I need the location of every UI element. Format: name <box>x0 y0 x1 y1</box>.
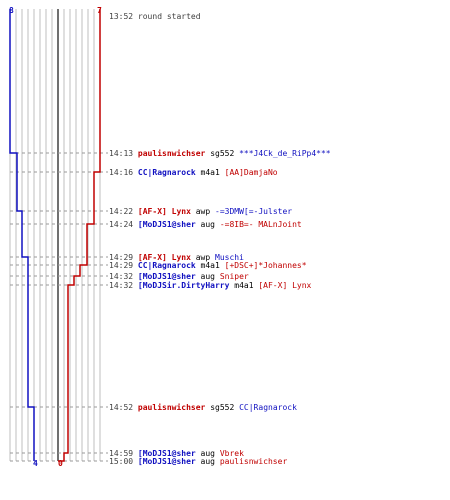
event-victim: [AF-X] Lynx <box>258 281 312 290</box>
event-time: 14:32 <box>109 281 134 290</box>
event-weapon: m4a1 <box>200 168 220 177</box>
event-time: 14:59 <box>109 449 134 458</box>
event-killer: [MoDJS1@sher <box>137 457 196 466</box>
event-weapon: awp <box>195 207 211 216</box>
event-victim: ***J4Ck_de_RiPp4*** <box>239 149 331 158</box>
event-row: 14:59 [MoDJS1@sher aug Vbrek <box>109 449 244 458</box>
event-time: 14:16 <box>109 168 134 177</box>
event-weapon: awp <box>195 253 211 262</box>
event-row: 14:29 CC|Ragnarock m4a1 [+DSC+]*Johannes… <box>109 261 307 270</box>
event-time: 14:29 <box>109 253 134 262</box>
event-row: 14:16 CC|Ragnarock m4a1 [AA]DamjaNo <box>109 168 278 177</box>
event-weapon: aug <box>200 457 215 466</box>
event-victim: paulisnwichser <box>219 457 288 466</box>
event-row: 15:00 [MoDJS1@sher aug paulisnwichser <box>109 457 287 466</box>
event-victim: Sniper <box>219 272 249 281</box>
event-weapon: m4a1 <box>234 281 254 290</box>
event-victim: [AA]DamjaNo <box>224 168 278 177</box>
event-killer: [MoDJS1@sher <box>137 220 196 229</box>
event-row: 14:24 [MoDJS1@sher aug -=8IB=- MALnJoint <box>109 220 302 229</box>
event-row: 14:29 [AF-X] Lynx awp Muschi <box>109 253 244 262</box>
event-victim: Muschi <box>215 253 244 262</box>
event-weapon: aug <box>200 449 215 458</box>
score-blue-start: 8 <box>9 6 14 15</box>
event-killer: [AF-X] Lynx <box>137 253 191 262</box>
event-time: 14:52 <box>109 403 134 412</box>
event-killer: [MoDJS1@sher <box>137 449 196 458</box>
event-weapon: sg552 <box>210 403 235 412</box>
red-team-line <box>58 9 101 462</box>
event-killer: CC|Ragnarock <box>137 168 196 177</box>
score-blue-end: 4 <box>33 459 38 468</box>
event-row: 14:13 paulisnwichser sg552 ***J4Ck_de_Ri… <box>109 149 331 158</box>
event-victim: -=8IB=- MALnJoint <box>219 220 302 229</box>
event-victim: [+DSC+]*Johannes* <box>224 261 307 270</box>
event-victim: -=3DMW[=-Julster <box>215 207 293 216</box>
event-weapon: sg552 <box>210 149 235 158</box>
event-killer: [MoDJS1@sher <box>137 272 196 281</box>
event-killer: CC|Ragnarock <box>137 261 196 270</box>
event-weapon: aug <box>200 272 215 281</box>
event-killer: [MoDJSir.DirtyHarry <box>137 281 230 290</box>
event-row: 14:32 [MoDJSir.DirtyHarry m4a1 [AF-X] Ly… <box>109 281 311 290</box>
event-killer: [AF-X] Lynx <box>137 207 191 216</box>
event-time: 15:00 <box>109 457 134 466</box>
event-row: 14:32 [MoDJS1@sher aug Sniper <box>109 272 249 281</box>
event-victim: CC|Ragnarock <box>239 403 297 412</box>
event-time: 14:29 <box>109 261 134 270</box>
event-killer: paulisnwichser <box>137 403 206 412</box>
event-killer: paulisnwichser <box>137 149 206 158</box>
event-row: 14:52 paulisnwichser sg552 CC|Ragnarock <box>109 403 297 412</box>
event-victim: Vbrek <box>219 449 244 458</box>
event-row: 13:52 round started <box>109 12 201 21</box>
event-time: 13:52 <box>109 12 134 21</box>
event-time: 14:24 <box>109 220 134 229</box>
event-row: 14:22 [AF-X] Lynx awp -=3DMW[=-Julster <box>109 207 292 216</box>
event-weapon: aug <box>200 220 215 229</box>
score-red-end: 0 <box>58 459 63 468</box>
blue-team-line <box>9 9 35 461</box>
event-weapon: m4a1 <box>200 261 220 270</box>
event-time: 14:13 <box>109 149 134 158</box>
score-red-start: 7 <box>97 6 102 15</box>
event-time: 14:32 <box>109 272 134 281</box>
event-description: round started <box>137 12 201 21</box>
event-time: 14:22 <box>109 207 134 216</box>
